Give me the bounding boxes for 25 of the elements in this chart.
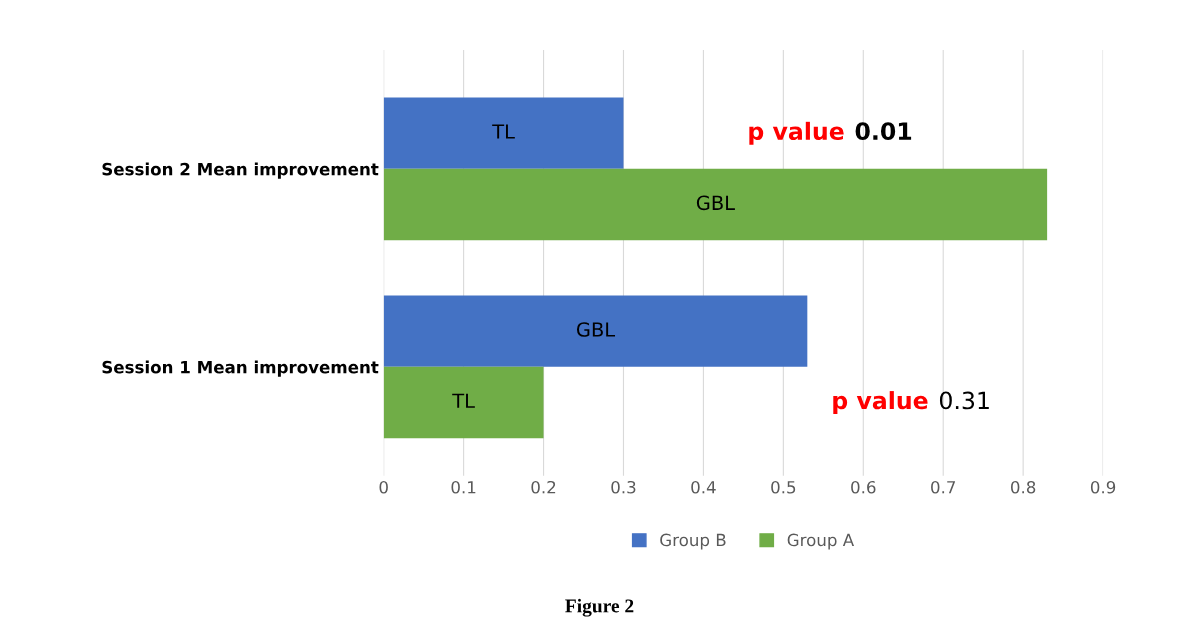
data-label: TL <box>452 393 475 408</box>
data-label: GBL <box>696 195 735 211</box>
x-tick-label: 0.5 <box>771 480 796 494</box>
bar <box>383 295 808 367</box>
x-tick-label: 0.6 <box>851 480 876 494</box>
x-tick-label: 0.4 <box>691 480 716 494</box>
annotation: p value 0.31 <box>833 391 989 414</box>
legend-label: Group A <box>787 533 855 550</box>
x-tick-label: 0.9 <box>1090 480 1116 494</box>
y-tick-label: Session 2 Mean improvement <box>102 162 379 179</box>
x-tick-label: 0.2 <box>531 480 556 494</box>
x-tick-label: 0.1 <box>451 480 476 494</box>
bar <box>383 168 1048 241</box>
annotation: p value 0.01 <box>749 121 912 145</box>
x-tick-label: 0 <box>379 480 388 494</box>
bar <box>383 366 544 439</box>
data-label: GBL <box>576 322 616 337</box>
x-tick-label: 0.7 <box>931 480 956 494</box>
legend-label: Group B <box>660 533 726 550</box>
y-tick-label: Session 1 Mean improvement <box>102 360 379 377</box>
bar <box>383 97 624 169</box>
caption: Figure 2 <box>565 598 634 617</box>
data-label: TL <box>492 124 515 139</box>
x-tick-label: 0.8 <box>1010 480 1036 494</box>
x-tick-label: 0.3 <box>611 480 636 494</box>
